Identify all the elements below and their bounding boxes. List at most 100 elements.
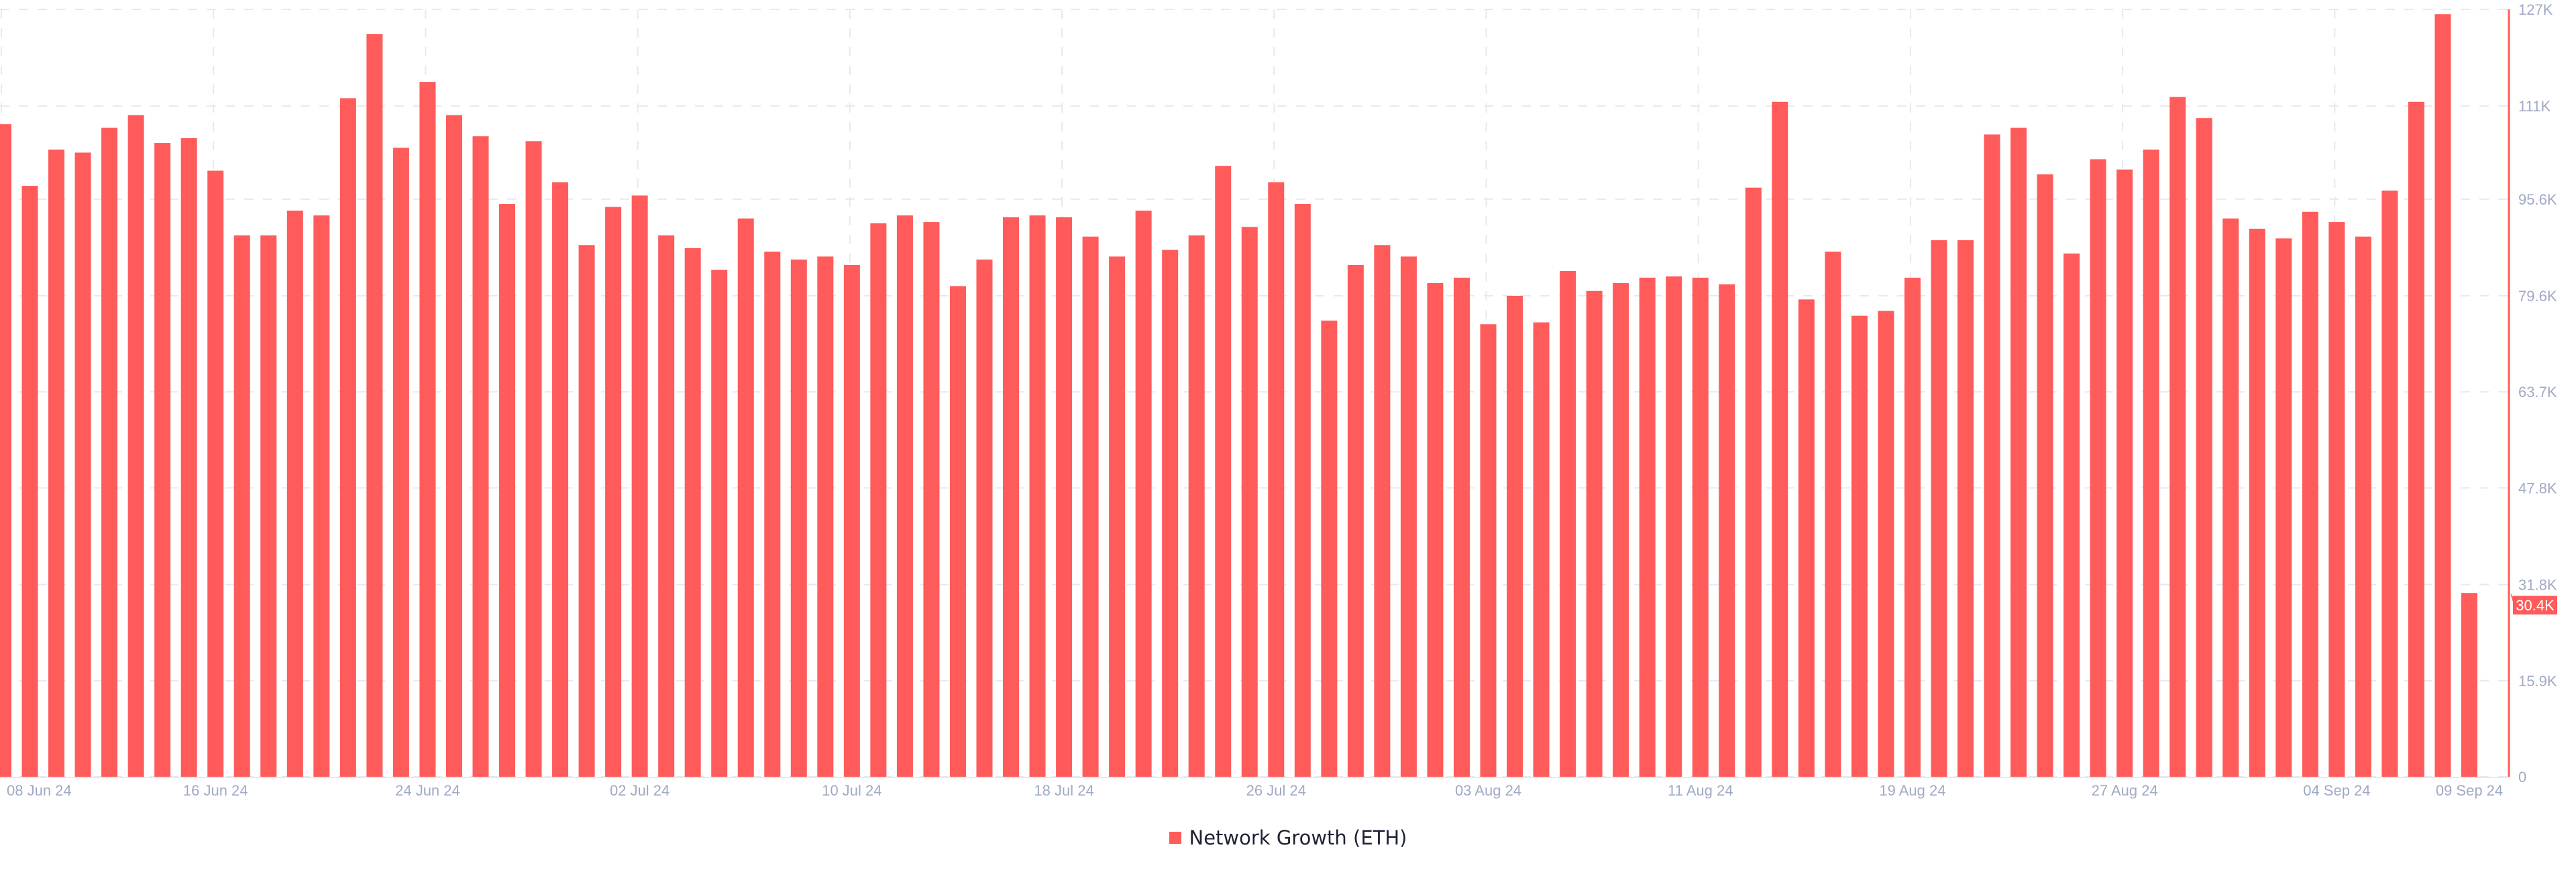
bar[interactable] [21,186,38,777]
bar[interactable] [260,235,277,777]
bar[interactable] [684,248,701,777]
bar[interactable] [2010,127,2027,777]
bar[interactable] [525,141,542,777]
bar[interactable] [1533,322,1550,777]
bar[interactable] [101,127,118,777]
bar[interactable] [923,222,940,777]
bar[interactable] [2116,169,2133,777]
bar[interactable] [0,124,11,777]
bar[interactable] [1878,311,1894,777]
bar[interactable] [1507,295,1523,777]
bar[interactable] [1613,283,1629,777]
bar[interactable] [817,256,834,777]
bar[interactable] [1109,256,1126,777]
bar[interactable] [1162,250,1179,777]
bar[interactable] [1135,210,1152,777]
bar[interactable] [286,210,303,777]
bar[interactable] [2063,253,2080,777]
bar[interactable] [711,270,728,777]
bar[interactable] [1003,217,1020,777]
bar[interactable] [1586,290,1603,777]
bar[interactable] [764,252,781,777]
bar[interactable] [2143,149,2159,777]
bar[interactable] [658,235,675,777]
bar[interactable] [1400,256,1417,777]
bar[interactable] [419,82,436,777]
bar[interactable] [631,195,648,777]
bar[interactable] [737,218,754,777]
bar[interactable] [1029,215,1046,777]
bar[interactable] [1931,240,1947,777]
bar[interactable] [339,98,356,777]
x-tick-label: 02 Jul 24 [610,782,669,799]
bar[interactable] [1666,276,1682,777]
bar[interactable] [2222,218,2239,777]
bar[interactable] [1825,252,1841,777]
bar[interactable] [154,143,171,777]
bar[interactable] [180,138,197,777]
bar[interactable] [2196,118,2212,777]
bar[interactable] [2328,222,2345,777]
bar[interactable] [870,223,887,777]
bar[interactable] [2461,593,2477,777]
bar[interactable] [207,170,224,777]
bar[interactable] [74,152,91,777]
bar[interactable] [499,204,516,777]
bar[interactable] [2302,211,2318,777]
bar[interactable] [578,245,595,777]
bar[interactable] [472,136,489,777]
bar[interactable] [896,215,913,777]
x-tick-label: 09 Sep 24 [2436,782,2503,799]
bar[interactable] [127,115,144,777]
bar[interactable] [843,265,860,777]
bar[interactable] [233,235,250,777]
bar[interactable] [2434,14,2451,777]
bar[interactable] [1347,265,1364,777]
y-tick-label: 0 [2518,769,2526,785]
bar[interactable] [1215,166,1232,777]
bar[interactable] [1772,101,1788,777]
bar[interactable] [1957,240,1974,777]
bar[interactable] [2090,159,2106,777]
bar[interactable] [1321,320,1338,777]
bar[interactable] [949,286,966,777]
bar[interactable] [1692,277,1709,777]
bar[interactable] [1188,235,1205,777]
bar[interactable] [1745,187,1762,777]
bar[interactable] [605,207,622,777]
bar[interactable] [552,182,569,777]
bar[interactable] [1798,299,1815,777]
bar[interactable] [1480,324,1497,777]
bar[interactable] [1241,227,1258,777]
bar[interactable] [1639,277,1656,777]
bar[interactable] [392,148,409,777]
bar[interactable] [1268,182,1285,777]
bar[interactable] [1453,277,1470,777]
bar[interactable] [2408,101,2424,777]
bar[interactable] [1560,271,1576,777]
bar[interactable] [790,259,807,777]
bar[interactable] [2355,236,2371,777]
bar[interactable] [1904,277,1921,777]
bar[interactable] [48,149,65,777]
bar[interactable] [1719,284,1735,777]
bar[interactable] [1984,134,2000,777]
bar[interactable] [2275,238,2292,777]
legend[interactable]: Network Growth (ETH) [0,826,2576,849]
bar[interactable] [2381,190,2398,777]
bar[interactable] [1082,236,1099,777]
bar[interactable] [1056,217,1073,777]
legend-label: Network Growth (ETH) [1189,826,1407,849]
bar[interactable] [1427,283,1444,777]
bar[interactable] [2037,174,2053,777]
bar[interactable] [445,115,462,777]
bar[interactable] [2169,97,2186,777]
bar[interactable] [2249,228,2265,777]
bar[interactable] [313,215,330,777]
bar[interactable] [976,259,993,777]
bar[interactable] [1374,245,1391,777]
bar[interactable] [1851,315,1868,777]
bar[interactable] [366,34,383,777]
bar[interactable] [1294,204,1311,777]
